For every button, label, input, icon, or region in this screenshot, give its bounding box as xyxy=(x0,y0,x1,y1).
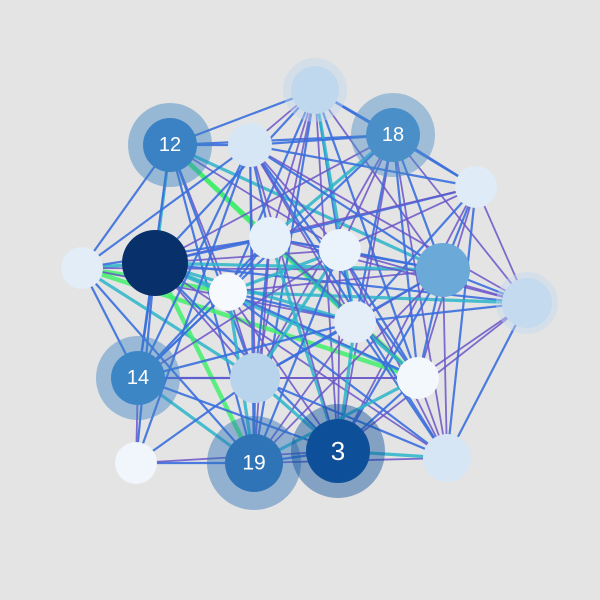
graph-node-n-lower-right-inner[interactable] xyxy=(397,357,439,399)
graph-node-n-dark[interactable] xyxy=(122,230,188,296)
edge-n18-n-lower-right-inner xyxy=(391,133,420,380)
node-circle-n-center-c[interactable] xyxy=(209,273,247,311)
edge-n-left-n-lower-mid xyxy=(80,266,257,380)
edge-n-center-c-n3 xyxy=(227,291,339,452)
graph-node-n3[interactable]: 3 xyxy=(306,419,370,483)
node-circle-n-top[interactable] xyxy=(291,66,339,114)
edge-n12-n-center-b xyxy=(169,144,341,251)
edge-n12-n19 xyxy=(168,143,256,465)
edge-n-right-n-center-d xyxy=(353,301,529,324)
node-circle-n18[interactable] xyxy=(366,108,420,162)
edge-n14-n-top-left-inner xyxy=(136,143,252,380)
node-circle-n12[interactable] xyxy=(143,118,197,172)
edge-n-center-a-n-right xyxy=(269,237,528,304)
edge-n-center-a-n19 xyxy=(253,237,271,464)
edge-n-left-n-top-left-inner xyxy=(80,143,252,270)
node-circle-n-lower-mid[interactable] xyxy=(230,353,280,403)
node-circle-n3[interactable] xyxy=(306,419,370,483)
graph-node-n-lower-mid[interactable] xyxy=(230,353,280,403)
node-circle-n-center-d[interactable] xyxy=(334,301,376,343)
edge-n-center-b-n-lower-right-inner xyxy=(338,248,420,380)
node-circle-n-bottom-left[interactable] xyxy=(115,442,157,484)
edge-n-right-upper-n-center-b xyxy=(339,186,477,251)
graph-node-n-top-left-inner[interactable] xyxy=(228,123,272,167)
edge-n-right-n-top-left-inner xyxy=(249,144,528,304)
graph-node-n-mid-right[interactable] xyxy=(416,243,470,297)
edge-n-bottom-right-n-top-left-inner xyxy=(248,143,449,460)
node-label-n3: 3 xyxy=(331,436,345,466)
edge-n-left-n19 xyxy=(80,266,256,465)
graph-node-n-center-a[interactable] xyxy=(249,217,291,259)
graph-node-n18[interactable]: 18 xyxy=(366,108,420,162)
node-label-n14: 14 xyxy=(127,367,149,389)
node-label-n18: 18 xyxy=(382,124,404,146)
edge-n-center-b-n19 xyxy=(252,248,342,465)
node-circle-n-lower-right-inner[interactable] xyxy=(397,357,439,399)
edge-n-bottom-left-n-top-left-inner xyxy=(134,143,252,465)
graph-node-n-center-b[interactable] xyxy=(319,229,361,271)
node-circle-n-top-left-inner[interactable] xyxy=(228,123,272,167)
edge-n14-n3 xyxy=(136,376,340,453)
edge-n-center-a-n3 xyxy=(268,236,340,453)
edge-n-center-c-n-right xyxy=(226,290,529,305)
edge-n-top-left-inner-n-center-d xyxy=(249,144,356,323)
edge-n-dark-n-right xyxy=(153,261,529,305)
node-circle-n-left[interactable] xyxy=(61,247,103,289)
edge-n-top-left-inner-n-center-b xyxy=(249,144,341,251)
graph-node-n-center-c[interactable] xyxy=(209,273,247,311)
graph-node-n-bottom-right[interactable] xyxy=(423,434,471,482)
node-label-n19: 19 xyxy=(242,452,265,475)
graph-node-n19[interactable]: 19 xyxy=(225,434,283,492)
graph-node-n-right[interactable] xyxy=(502,278,552,328)
edge-n-mid-right-n-bottom-right xyxy=(442,269,448,459)
edge-n-center-a-n14 xyxy=(136,236,272,380)
edge-n19-n-top-left-inner xyxy=(248,143,256,465)
graph-node-n-center-d[interactable] xyxy=(334,301,376,343)
graph-node-n-left[interactable] xyxy=(61,247,103,289)
node-circle-n19[interactable] xyxy=(225,434,283,492)
graph-node-n-top[interactable] xyxy=(291,66,339,114)
node-circle-n-center-b[interactable] xyxy=(319,229,361,271)
edge-n-center-b-n14 xyxy=(137,249,341,379)
graph-node-n14[interactable]: 14 xyxy=(111,351,165,405)
edge-n12-n-lower-mid xyxy=(168,143,257,380)
node-circle-n-right-upper[interactable] xyxy=(455,166,497,208)
edge-n-right-upper-n-top-left-inner xyxy=(248,143,478,189)
edge-n-right-upper-n-center-d xyxy=(353,185,478,324)
edge-n-top-left-inner-n-mid-right xyxy=(248,143,445,272)
edge-n18-n-dark xyxy=(154,134,394,264)
edge-n-top-n-mid-right xyxy=(314,89,444,271)
node-circle-n-center-a[interactable] xyxy=(249,217,291,259)
node-circle-n-dark[interactable] xyxy=(122,230,188,296)
edge-n-right-n-bottom-right xyxy=(445,301,529,460)
node-circle-n14[interactable] xyxy=(111,351,165,405)
edge-n-lower-mid-n-bottom-right xyxy=(253,376,449,460)
edge-n3-n-top-left-inner xyxy=(249,144,339,452)
node-label-n12: 12 xyxy=(159,134,181,156)
node-circle-n-bottom-right[interactable] xyxy=(423,434,471,482)
edge-n-dark-n-bottom-right xyxy=(154,262,448,459)
edge-n-dark-n19 xyxy=(152,260,257,466)
edge-n-top-n-center-c xyxy=(226,88,317,294)
graph-node-n12[interactable]: 12 xyxy=(143,118,197,172)
nodes-layer: 12 18 14 19 3 xyxy=(61,66,552,492)
node-circle-n-mid-right[interactable] xyxy=(416,243,470,297)
graph-node-n-bottom-left[interactable] xyxy=(115,442,157,484)
graph-node-n-right-upper[interactable] xyxy=(455,166,497,208)
edge-n-center-d-n14 xyxy=(136,320,357,380)
edge-n-right-upper-n-bottom-right xyxy=(445,185,478,460)
edge-n-top-n-center-a xyxy=(269,89,316,239)
node-circle-n-right[interactable] xyxy=(502,278,552,328)
edge-n18-n-bottom-right xyxy=(392,134,448,459)
